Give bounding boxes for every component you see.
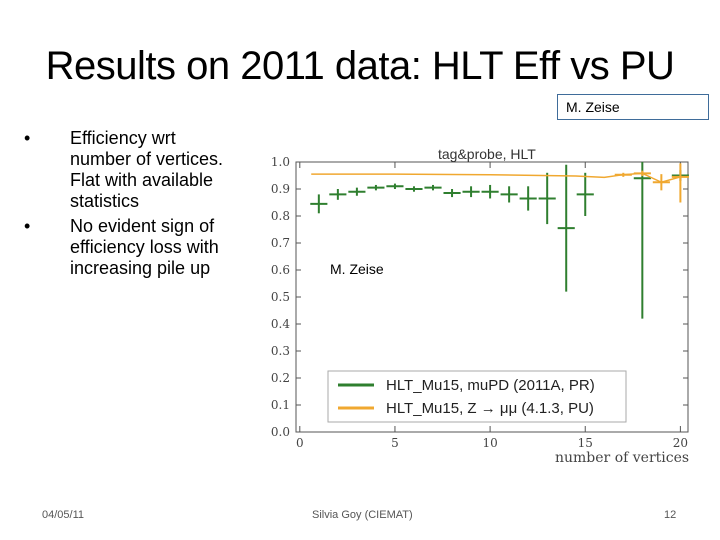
y-tick-label: 0.4	[271, 317, 290, 331]
legend-box	[327, 370, 627, 423]
y-tick-label: 0.9	[271, 182, 290, 196]
efficiency-chart: tag&probe, HLT efficiency number of vert…	[271, 146, 689, 466]
legend-label-muPD: HLT_Mu15, muPD (2011A, PR)	[386, 377, 595, 394]
chart-credit: M. Zeise	[330, 261, 384, 277]
y-tick-label: 1.0	[271, 155, 290, 169]
bullet-marker: •	[24, 128, 31, 148]
bullet-marker: •	[24, 216, 31, 236]
legend-label-zmumu: HLT_Mu15, Z → μμ (4.1.3, PU)	[386, 400, 594, 417]
y-ticks: 0.0 0.1 0.2 0.3 0.4 0.5 0.6 0.7 0.8 0.9 1.0	[271, 155, 688, 439]
series-0	[310, 162, 689, 319]
x-tick-label: 15	[578, 436, 593, 450]
bullet-list: • Efficiency wrt number of vertices. Fla…	[24, 128, 240, 283]
legend: HLT_Mu15, muPD (2011A, PR) HLT_Mu15, Z →…	[327, 370, 627, 423]
footer-date: 04/05/11	[42, 509, 85, 521]
y-tick-label: 0.2	[271, 371, 290, 385]
bullet-text: No evident sign of efficiency loss with …	[70, 216, 219, 278]
credit-box: M. Zeise	[557, 94, 709, 120]
series-layer	[310, 162, 689, 319]
series-line	[311, 172, 681, 184]
x-axis-label: number of vertices	[555, 450, 689, 466]
y-tick-label: 0.5	[271, 290, 290, 304]
bullet-item: • No evident sign of efficiency loss wit…	[24, 216, 240, 279]
x-ticks: 0 5 10 15 20	[296, 162, 688, 450]
x-tick-label: 0	[296, 436, 304, 450]
footer-page-number: 12	[664, 509, 677, 521]
x-tick-label: 10	[482, 436, 497, 450]
x-tick-label: 20	[673, 436, 688, 450]
x-tick-label: 5	[391, 436, 399, 450]
y-tick-label: 0.1	[271, 398, 290, 412]
series-1	[311, 163, 689, 203]
y-tick-label: 0.3	[271, 344, 290, 358]
y-tick-label: 0.0	[271, 425, 290, 439]
y-tick-label: 0.6	[271, 263, 290, 277]
bullet-text: Efficiency wrt number of vertices. Flat …	[70, 128, 224, 211]
chart-title: tag&probe, HLT	[438, 146, 536, 162]
bullet-item: • Efficiency wrt number of vertices. Fla…	[24, 128, 240, 212]
footer-author: Silvia Goy (CIEMAT)	[312, 509, 413, 521]
slide-title: Results on 2011 data: HLT Eff vs PU	[45, 44, 675, 88]
y-tick-label: 0.8	[271, 209, 290, 223]
y-tick-label: 0.7	[271, 236, 290, 250]
